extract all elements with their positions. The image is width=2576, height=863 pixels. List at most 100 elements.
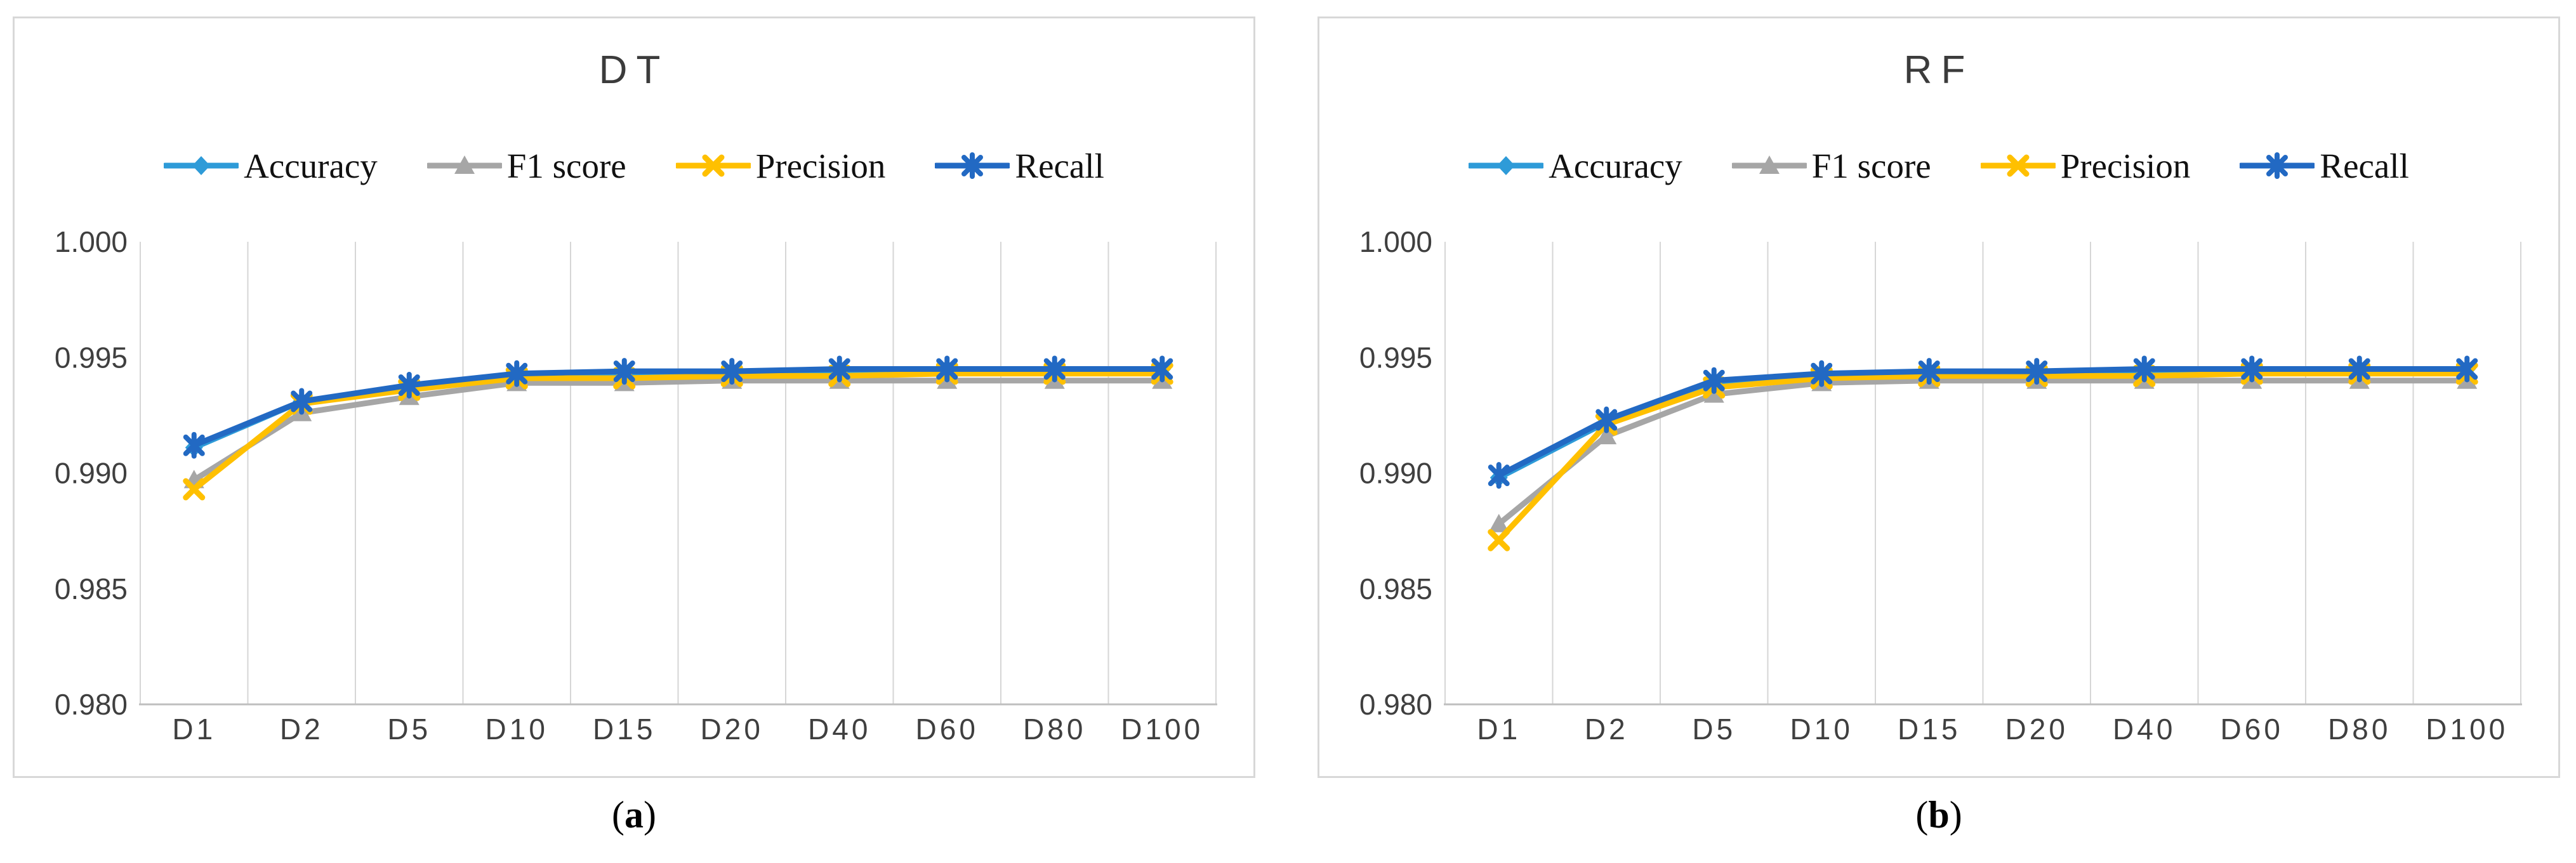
diamond-icon	[1469, 156, 1544, 175]
marker-asterisk	[2456, 355, 2478, 383]
x-tick-label: D60	[2221, 713, 2283, 746]
triangle-icon	[426, 155, 502, 174]
legend-label: Accuracy	[244, 146, 378, 185]
marker-asterisk	[936, 355, 958, 383]
legend-item-f1-score: F1 score	[426, 146, 626, 186]
y-tick-label: 0.980	[55, 688, 128, 721]
marker-triangle	[1488, 513, 1509, 532]
legend-label: F1 score	[506, 146, 626, 185]
marker-triangle	[1759, 155, 1780, 174]
legend-item-precision: Precision	[1980, 146, 2191, 186]
marker-asterisk	[2266, 152, 2289, 179]
marker-asterisk	[1043, 355, 1066, 383]
marker-asterisk	[721, 358, 743, 385]
x-tick-label: D40	[2113, 713, 2176, 746]
x-tick-label: D20	[701, 713, 763, 746]
legend-rf: Accuracy F1 score Precision Recall	[1319, 143, 2558, 188]
chart-title-rf: RF	[1903, 48, 1974, 92]
legend-label: F1 score	[1811, 146, 1931, 185]
marker-asterisk	[1811, 360, 1833, 387]
rf-plot: 1.000 0.995 0.990 0.985 0.980 D1 D2 D5 D10 D15 D20…	[1359, 225, 2522, 746]
x-tick-label: D100	[2426, 713, 2508, 746]
x-tick-label: D2	[1585, 713, 1628, 746]
asterisk-icon	[2240, 152, 2315, 179]
legend-label: Recall	[1015, 146, 1104, 185]
marker-asterisk	[1703, 367, 1725, 394]
triangle-icon	[1731, 155, 1807, 174]
x-tick-label: D10	[485, 713, 548, 746]
legend-item-recall: Recall	[935, 146, 1104, 186]
caption-b: (b)	[1318, 793, 2560, 837]
marker-asterisk	[2026, 358, 2048, 385]
y-tick-label: 0.995	[1359, 341, 1432, 374]
marker-asterisk	[506, 360, 528, 387]
marker-x	[183, 478, 206, 501]
caption-letter: a	[624, 794, 644, 836]
marker-x	[1488, 529, 1510, 551]
x-tick-label: D40	[808, 713, 871, 746]
x-tick-label: D2	[280, 713, 324, 746]
series-line-recall	[191, 366, 1165, 449]
marker-asterisk	[2241, 355, 2263, 383]
x-icon	[1980, 154, 2056, 177]
marker-asterisk	[183, 432, 205, 459]
y-tick-label: 0.980	[1359, 688, 1432, 721]
legend-item-accuracy: Accuracy	[164, 146, 378, 186]
legend-dt: Accuracy F1 score Precision Recall	[15, 143, 1253, 188]
y-tick-label: 0.990	[1359, 457, 1432, 490]
caption-paren: )	[644, 794, 656, 836]
legend-label: Precision	[2060, 146, 2191, 185]
marker-asterisk	[613, 358, 635, 385]
marker-triangle	[1596, 426, 1617, 445]
caption-letter: b	[1928, 794, 1950, 836]
y-tick-label: 0.990	[55, 457, 128, 490]
legend-item-recall: Recall	[2240, 146, 2409, 186]
marker-asterisk	[1488, 462, 1510, 489]
x-tick-label: D60	[916, 713, 979, 746]
x-tick-label: D5	[387, 713, 431, 746]
series-line-precision	[191, 371, 1165, 492]
y-tick-label: 0.985	[55, 572, 128, 605]
panel-dt: DT Accuracy F1 score Precision Recall 1.000…	[13, 16, 1255, 778]
marker-asterisk	[398, 371, 420, 399]
chart-title-dt: DT	[598, 48, 670, 92]
legend-label: Precision	[755, 146, 886, 185]
caption-paren: (	[1915, 794, 1929, 836]
marker-asterisk	[828, 355, 850, 383]
series-line-precision	[1496, 371, 2470, 543]
diamond-icon	[164, 156, 239, 175]
y-tick-label: 0.985	[1359, 572, 1432, 605]
marker-diamond	[1497, 156, 1516, 175]
marker-x	[702, 154, 725, 177]
x-tick-label: D15	[1898, 713, 1960, 746]
legend-label: Recall	[2320, 146, 2409, 185]
x-tick-label: D100	[1121, 713, 1203, 746]
caption-a: (a)	[13, 793, 1255, 837]
marker-triangle	[454, 155, 475, 174]
marker-asterisk	[961, 152, 984, 179]
x-tick-label: D1	[1477, 713, 1521, 746]
x-tick-label: D20	[2005, 713, 2068, 746]
x-tick-label: D1	[172, 713, 216, 746]
dt-plot: 1.000 0.995 0.990 0.985 0.980 D1 D2 D5 D10 D15 D20…	[55, 225, 1217, 746]
asterisk-icon	[935, 152, 1010, 179]
legend-item-f1-score: F1 score	[1731, 146, 1931, 186]
x-tick-label: D15	[593, 713, 656, 746]
marker-asterisk	[1595, 406, 1618, 433]
marker-asterisk	[1151, 355, 1173, 383]
marker-asterisk	[1918, 358, 1940, 385]
marker-asterisk	[2133, 355, 2155, 383]
caption-paren: (	[612, 794, 624, 836]
series-line-f1-score	[191, 378, 1165, 483]
y-tick-label: 1.000	[55, 225, 128, 258]
x-tick-label: D5	[1692, 713, 1736, 746]
panel-rf: RF Accuracy F1 score Precision Recall 1.000…	[1318, 16, 2560, 778]
marker-asterisk	[291, 388, 313, 415]
caption-paren: )	[1949, 794, 1962, 836]
marker-diamond	[192, 156, 211, 175]
x-tick-label: D80	[2328, 713, 2391, 746]
x-tick-label: D80	[1023, 713, 1086, 746]
legend-label: Accuracy	[1549, 146, 1682, 185]
x-tick-label: D10	[1790, 713, 1853, 746]
series-line-recall	[1496, 366, 2470, 478]
